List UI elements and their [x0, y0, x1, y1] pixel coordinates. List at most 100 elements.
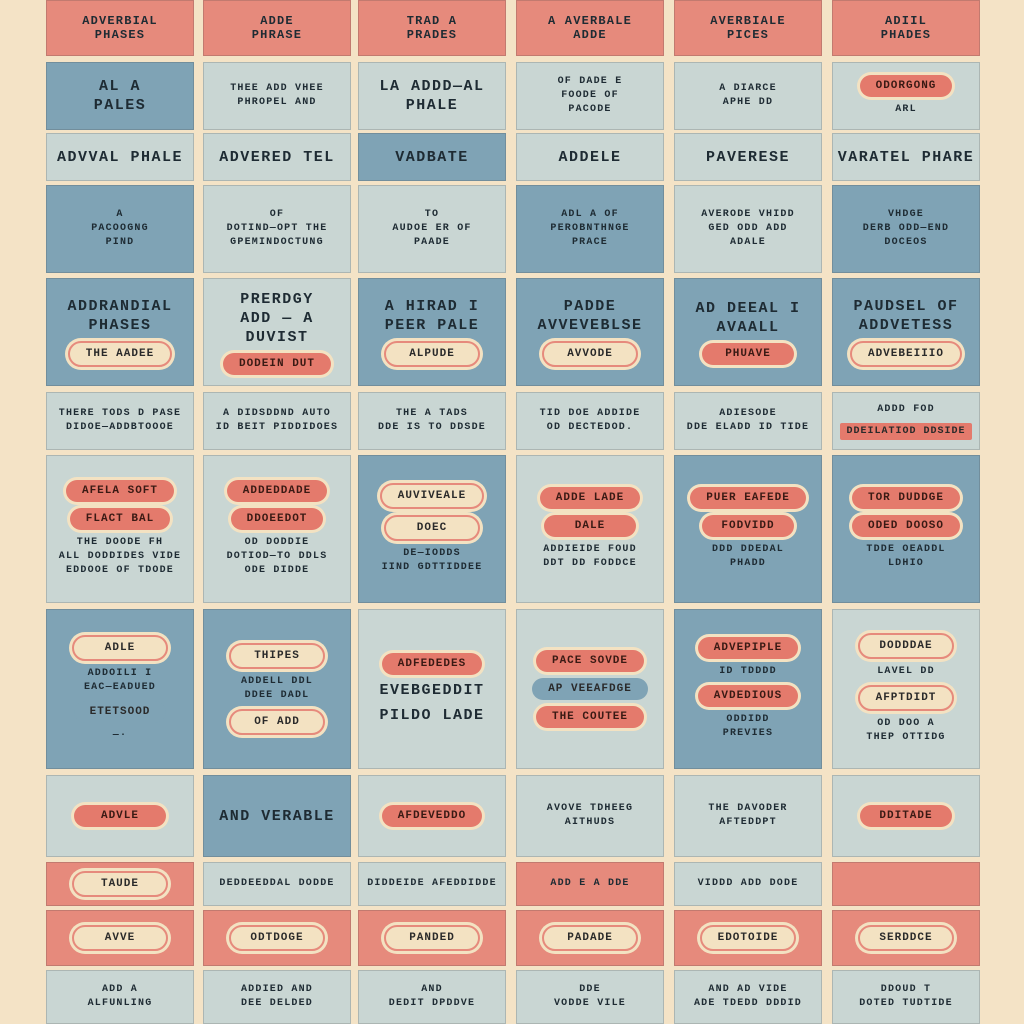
phrase-tag: AVVODE	[542, 341, 638, 367]
grid-cell: ADDIED AND DEE DELDED	[203, 970, 351, 1024]
cell-text: TID DOE ADDIDE OD DECTEDOD.	[539, 408, 641, 433]
phrase-tag: DDEILATIOD DDSIDE	[840, 422, 972, 440]
grid-cell: ADVERBIAL PHASES	[46, 0, 194, 56]
cell-text: —·	[112, 730, 128, 741]
grid-cell: A HIRAD I PEER PALE ALPUDE	[358, 278, 506, 386]
phrase-tag: DOEC	[384, 515, 480, 541]
grid-cell	[832, 862, 980, 906]
phrase-tag: DALE	[544, 515, 636, 537]
cell-text: ADIIL PHADES	[880, 14, 932, 42]
phrase-tag: ODORGONG	[859, 75, 953, 97]
cell-text: ADDOILI I EAC—EADUED	[83, 668, 156, 693]
cell-text: THE DOODE FH ALL DODDIDES VIDE EDDOOE OF…	[58, 537, 182, 576]
grid-cell: A AVERBALE ADDE	[516, 0, 664, 56]
cell-text: ADVERED TEL	[219, 148, 335, 166]
cell-text: VARATEL PHARE	[837, 148, 975, 166]
cell-text: VADBATE	[395, 148, 469, 166]
grid-cell: THE A TADS DDE IS TO DDSDE	[358, 392, 506, 450]
cell-text: A DIARCE APHE DD	[719, 83, 777, 108]
phrase-tag: AFDEVEDDO	[381, 805, 483, 827]
cell-text: DEDDEEDDAL DODDE	[219, 878, 335, 889]
phrase-tag: THE COUTEE	[535, 706, 644, 728]
grid-cell: PAUDSEL OF ADDVETESS ADVEBEIIIO	[832, 278, 980, 386]
grid-cell: A DIDSDDND AUTO ID BEIT PIDDIDOES	[203, 392, 351, 450]
grid-cell: PADADE	[516, 910, 664, 966]
grid-cell: TRAD A PRADES	[358, 0, 506, 56]
grid-cell: ADDEDDADE DDOEEDOT OD DODDIE DOTIOD—TO DDL…	[203, 455, 351, 603]
grid-cell: THERE TODS D PASE DIDOE—ADDBTOOOE	[46, 392, 194, 450]
phrase-tag: TAUDE	[72, 871, 168, 897]
phrase-tag: THIPES	[229, 643, 325, 669]
phrase-tag: FODVIDD	[702, 515, 794, 537]
phrase-tag: AUVIVEALE	[379, 483, 485, 509]
phrase-tag: ADDEDDADE	[226, 480, 328, 502]
cell-text: ADVVAL PHALE	[56, 148, 184, 166]
grid-cell: AD DEEAL I AVAALL PHUAVE	[674, 278, 822, 386]
phrase-tag: AFELA SOFT	[65, 480, 174, 502]
cell-text: THE A TADS DDE IS TO DDSDE	[377, 408, 486, 433]
cell-text: OF DADE E FOODE OF PACODE	[557, 76, 623, 115]
cell-text: PRERDGY ADD — A DUVIST	[240, 290, 314, 346]
grid-cell: ODORGONG ARL	[832, 62, 980, 130]
phrase-tag: THE AADEE	[67, 341, 173, 367]
cell-text: VIDDD ADD DODE	[697, 878, 799, 889]
grid-cell: ADDRANDIAL PHASES THE AADEE	[46, 278, 194, 386]
grid-cell: PUER EAFEDE FODVIDD DDD DDEDAL PHADD	[674, 455, 822, 603]
grid-cell: DDITADE	[832, 775, 980, 857]
cell-text: TRAD A PRADES	[406, 14, 458, 42]
cell-text: AD DEEAL I AVAALL	[695, 300, 801, 336]
cell-text: THERE TODS D PASE DIDOE—ADDBTOOOE	[58, 408, 182, 433]
grid-cell: AFDEVEDDO	[358, 775, 506, 857]
grid-cell: VHDGE DERB ODD—END DOCEOS	[832, 185, 980, 273]
cell-text: PILDO LADE	[379, 707, 485, 724]
phrase-tag: DODEIN DUT	[222, 352, 331, 375]
phrase-tag: TOR DUDDGE	[851, 487, 960, 509]
grid-cell: ADD A ALFUNLING	[46, 970, 194, 1024]
grid-cell: LA ADDD—AL PHALE	[358, 62, 506, 130]
phrase-tag: DDITADE	[860, 805, 952, 827]
grid-cell: OF DOTIND—OPT THE GPEMINDOCTUNG	[203, 185, 351, 273]
cell-text: AND VERABLE	[219, 807, 335, 825]
cell-text: LAVEL DD	[877, 666, 935, 677]
phrase-tag: ADLE	[72, 635, 168, 661]
cell-text: A PACOOGNG PIND	[91, 209, 149, 248]
grid-cell: PRERDGY ADD — A DUVIST DODEIN DUT	[203, 278, 351, 386]
cell-text: DDE VODDE VILE	[553, 984, 626, 1009]
grid-cell: ADDE LADE DALE ADDIEIDE FOUD DDT DD FODDCE	[516, 455, 664, 603]
grid-cell: A PACOOGNG PIND	[46, 185, 194, 273]
cell-text: ADDE PHRASE	[251, 14, 303, 42]
phrase-tag: AP VEEAFDGE	[532, 678, 648, 700]
cell-text: THEE ADD VHEE PHROPEL AND	[230, 83, 324, 108]
grid-cell: OF DADE E FOODE OF PACODE	[516, 62, 664, 130]
cell-text: TO AUDOE ER OF PAADE	[392, 209, 472, 248]
phrase-tag: ADDE LADE	[539, 487, 641, 509]
grid-cell: PANDED	[358, 910, 506, 966]
phrase-tag: AVVE	[72, 925, 168, 951]
cell-text: PAVERESE	[705, 148, 790, 166]
phrase-tag: EDOTOIDE	[699, 925, 797, 951]
grid-cell: PAVERESE	[674, 133, 822, 181]
cell-text: ADVERBIAL PHASES	[82, 14, 158, 42]
grid-cell: ADIESODE DDE ELADD ID TIDE	[674, 392, 822, 450]
grid-cell: TAUDE	[46, 862, 194, 906]
grid-cell: VADBATE	[358, 133, 506, 181]
grid-cell: A DIARCE APHE DD	[674, 62, 822, 130]
phrase-tag: ODTDOGE	[229, 925, 325, 951]
grid-cell: ADD E A DDE	[516, 862, 664, 906]
grid-cell: ADIIL PHADES	[832, 0, 980, 56]
cell-text: ID TDDDD	[719, 666, 777, 677]
cell-text: DDD DDEDAL PHADD	[711, 544, 784, 569]
grid-cell: VIDDD ADD DODE	[674, 862, 822, 906]
cell-text: ADD A ALFUNLING	[87, 984, 153, 1009]
phrase-tag: ADVEBEIIIO	[849, 341, 962, 367]
grid-cell: THEE ADD VHEE PHROPEL AND	[203, 62, 351, 130]
grid-cell: AVOVE TDHEEG AITHUDS	[516, 775, 664, 857]
phrase-tag: DDOEEDOT	[230, 508, 324, 530]
phrase-tag: ADVEPIPLE	[697, 637, 799, 659]
grid-cell: ODTDOGE	[203, 910, 351, 966]
cell-text: PAUDSEL OF ADDVETESS	[853, 298, 959, 334]
grid-cell: ADVERED TEL	[203, 133, 351, 181]
grid-cell: DDE VODDE VILE	[516, 970, 664, 1024]
phrase-tag: ALPUDE	[384, 341, 480, 367]
cell-text: ADDELL DDL DDEE DADL	[240, 676, 313, 701]
